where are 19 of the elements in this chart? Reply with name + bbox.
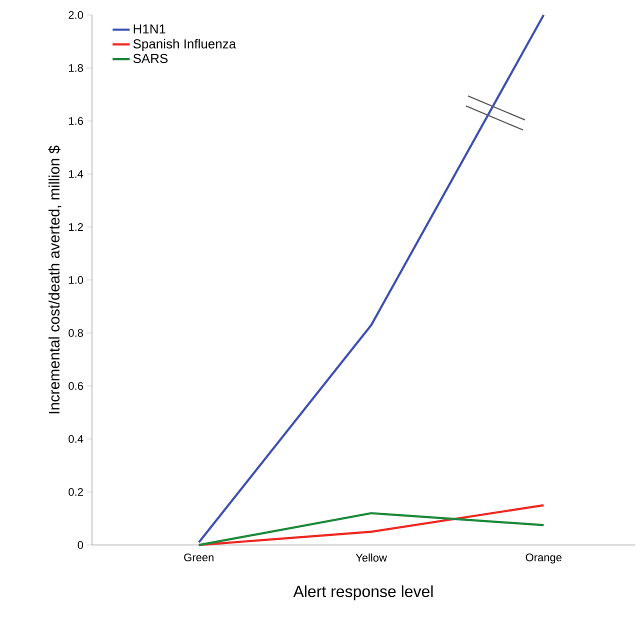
y-tick-label: 0: [78, 541, 84, 549]
y-tick-label: 1.4: [69, 170, 84, 178]
x-tick-label: Green: [184, 554, 214, 562]
y-tick-label: 0.6: [68, 382, 83, 390]
y-tick-label: 1.0: [69, 276, 84, 284]
y-tick-label: 1.8: [69, 64, 83, 72]
y-tick-label: 0.8: [68, 329, 83, 337]
x-tick-label: Yellow: [356, 554, 387, 562]
y-tick-label: 1.6: [69, 117, 83, 125]
y-tick-label: 0.2: [68, 488, 83, 496]
legend-label: SARS: [133, 54, 168, 64]
y-tick-label: 2.0: [68, 11, 84, 19]
x-axis-title: Alert response level: [293, 585, 433, 600]
y-axis-title: Incremental cost/death averted, million $: [48, 146, 62, 414]
legend-label: H1N1: [134, 24, 166, 34]
y-tick-label: 1.2: [69, 223, 83, 231]
y-tick-label: 0.4: [68, 435, 84, 443]
legend-label: Spanish Influenza: [133, 38, 236, 52]
x-tick-label: Orange: [526, 554, 562, 564]
